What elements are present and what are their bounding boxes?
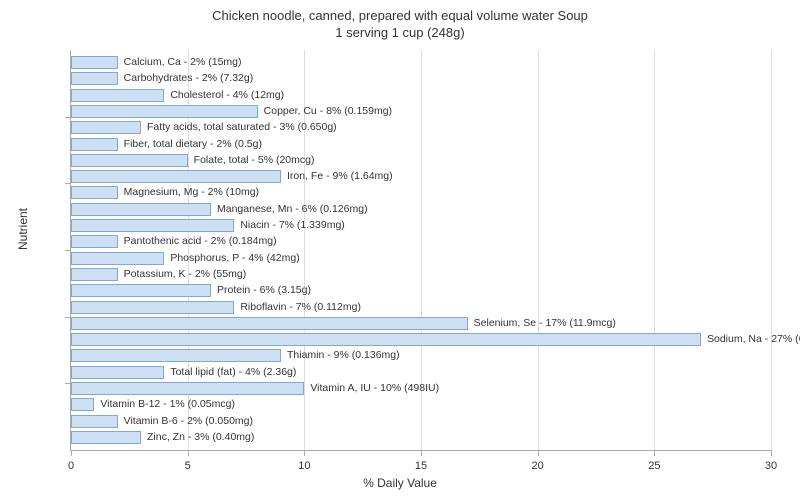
chart-title: Chicken noodle, canned, prepared with eq… [0, 8, 800, 42]
bar [71, 89, 164, 102]
bar-label: Zinc, Zn - 3% (0.40mg) [147, 431, 254, 444]
bar [71, 268, 118, 281]
bar-label: Manganese, Mn - 6% (0.126mg) [217, 203, 368, 216]
bar-label: Magnesium, Mg - 2% (10mg) [124, 186, 259, 199]
y-axis-title: Nutrient [16, 208, 30, 250]
bar [71, 235, 118, 248]
bar-label: Calcium, Ca - 2% (15mg) [124, 56, 242, 69]
chart-title-line1: Chicken noodle, canned, prepared with eq… [212, 8, 588, 23]
x-tick [304, 450, 305, 456]
bar-label: Vitamin B-12 - 1% (0.05mcg) [100, 398, 235, 411]
grid-line [654, 50, 655, 450]
bar-label: Vitamin B-6 - 2% (0.050mg) [124, 415, 253, 428]
x-tick-label: 25 [648, 460, 660, 472]
grid-line [538, 50, 539, 450]
bar [71, 301, 234, 314]
bar [71, 431, 141, 444]
bar-label: Iron, Fe - 9% (1.64mg) [287, 170, 393, 183]
x-tick-label: 30 [765, 460, 777, 472]
bar-label: Sodium, Na - 27% (657mg) [707, 333, 800, 346]
bar-label: Cholesterol - 4% (12mg) [170, 89, 284, 102]
bar [71, 252, 164, 265]
x-axis-title: % Daily Value [0, 476, 800, 490]
bar [71, 382, 304, 395]
bar-label: Niacin - 7% (1.339mg) [240, 219, 344, 232]
x-tick [188, 450, 189, 456]
x-tick [421, 450, 422, 456]
bar [71, 219, 234, 232]
bar [71, 317, 468, 330]
bar [71, 415, 118, 428]
bar [71, 398, 94, 411]
x-tick [538, 450, 539, 456]
x-tick-label: 15 [415, 460, 427, 472]
bar [71, 366, 164, 379]
bar [71, 56, 118, 69]
bar-label: Phosphorus, P - 4% (42mg) [170, 252, 299, 265]
bar [71, 284, 211, 297]
bar-label: Selenium, Se - 17% (11.9mcg) [474, 317, 616, 330]
x-tick-label: 5 [185, 460, 191, 472]
bar [71, 349, 281, 362]
bar-label: Riboflavin - 7% (0.112mg) [240, 301, 361, 314]
x-tick [654, 450, 655, 456]
bar [71, 105, 258, 118]
bar [71, 154, 188, 167]
x-tick-label: 20 [532, 460, 544, 472]
bar-label: Fiber, total dietary - 2% (0.5g) [124, 138, 262, 151]
x-tick [71, 450, 72, 456]
bar-label: Vitamin A, IU - 10% (498IU) [310, 382, 439, 395]
y-tick [65, 183, 71, 184]
bar [71, 138, 118, 151]
bar [71, 72, 118, 85]
nutrient-chart: Chicken noodle, canned, prepared with eq… [0, 0, 800, 500]
chart-title-line2: 1 serving 1 cup (248g) [335, 25, 464, 40]
bar-label: Potassium, K - 2% (55mg) [124, 268, 247, 281]
x-tick [771, 450, 772, 456]
bar [71, 186, 118, 199]
plot-area: 051015202530Calcium, Ca - 2% (15mg)Carbo… [70, 50, 771, 451]
bar-label: Total lipid (fat) - 4% (2.36g) [170, 366, 296, 379]
bar-label: Pantothenic acid - 2% (0.184mg) [124, 235, 277, 248]
bar-label: Carbohydrates - 2% (7.32g) [124, 72, 254, 85]
x-tick-label: 0 [68, 460, 74, 472]
bar [71, 170, 281, 183]
bar [71, 333, 701, 346]
grid-line [771, 50, 772, 450]
x-tick-label: 10 [298, 460, 310, 472]
bar-label: Thiamin - 9% (0.136mg) [287, 349, 400, 362]
bar [71, 203, 211, 216]
bar-label: Protein - 6% (3.15g) [217, 284, 311, 297]
bar-label: Fatty acids, total saturated - 3% (0.650… [147, 121, 337, 134]
bar [71, 121, 141, 134]
bar-label: Folate, total - 5% (20mcg) [194, 154, 315, 167]
bar-label: Copper, Cu - 8% (0.159mg) [264, 105, 392, 118]
